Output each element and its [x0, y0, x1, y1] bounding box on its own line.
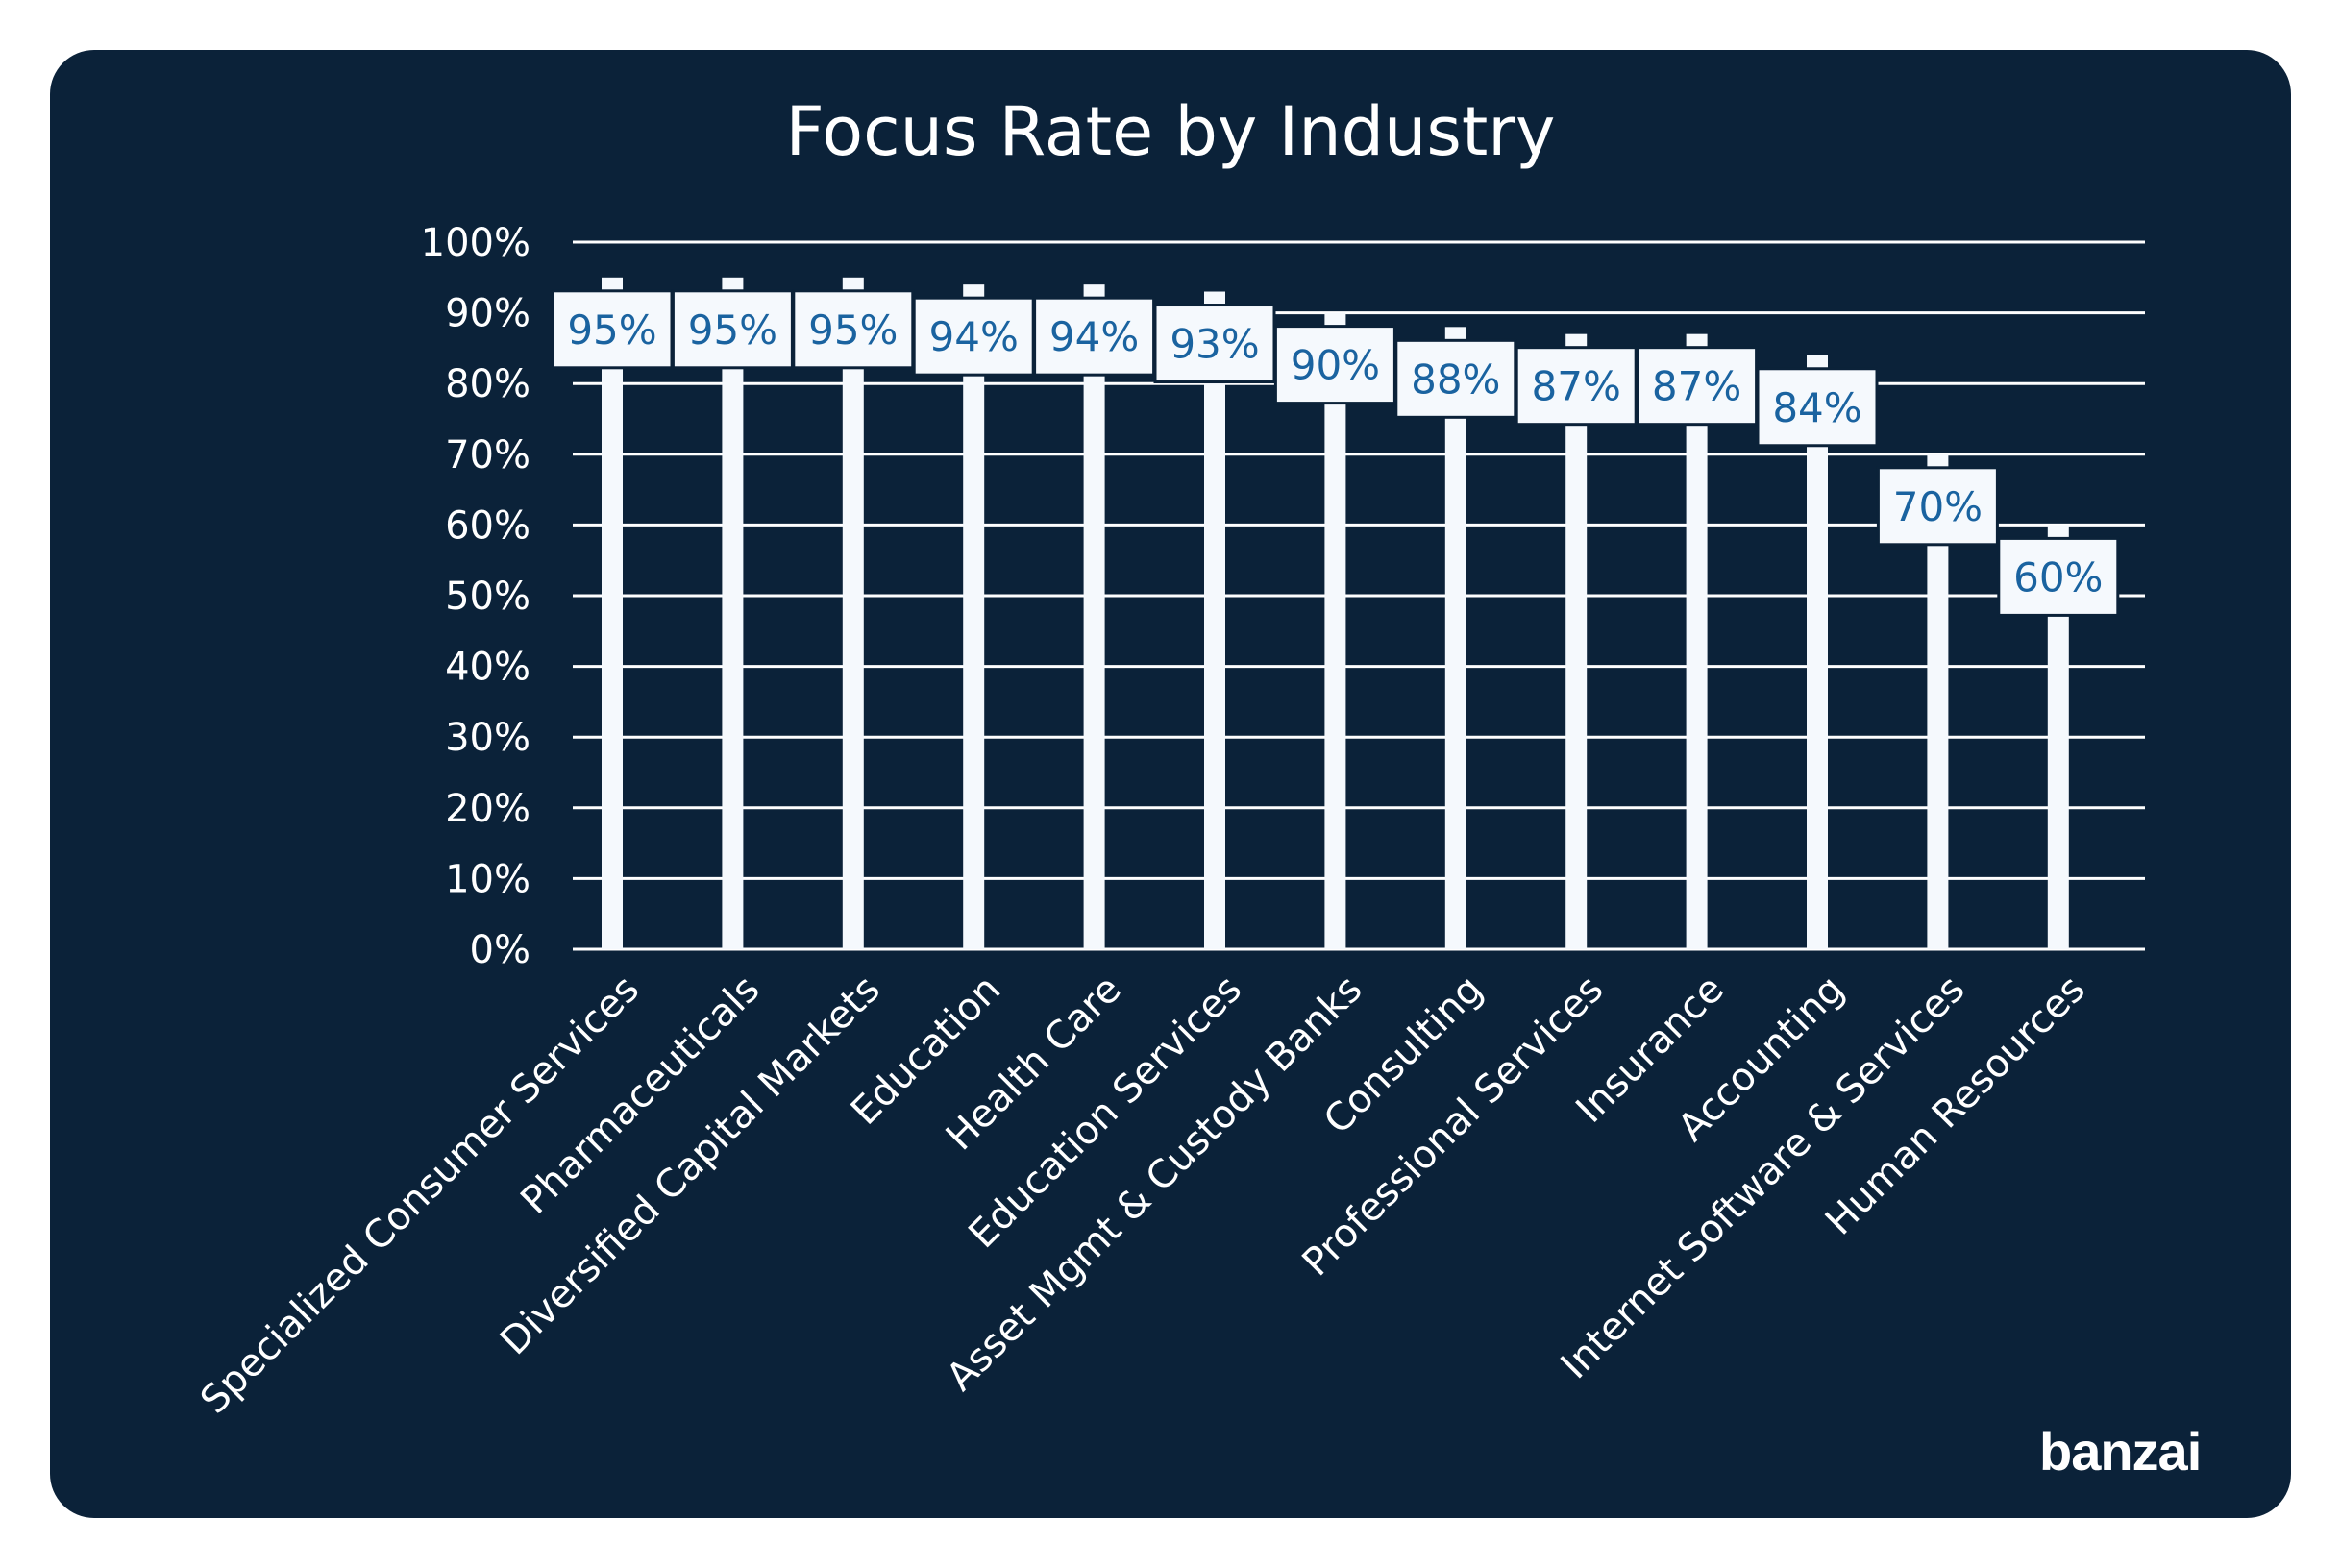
- chart-title: Focus Rate by Industry: [785, 92, 1556, 171]
- data-label-box: [1153, 304, 1276, 384]
- y-tick-label: 60%: [445, 503, 530, 548]
- chart-panel: [50, 50, 2291, 1518]
- bar: [2047, 525, 2069, 949]
- y-tick-label: 100%: [421, 221, 530, 265]
- bar: [1204, 291, 1225, 949]
- data-label: 84%: [1772, 384, 1861, 431]
- data-label-box: [792, 289, 915, 370]
- y-tick-label: 40%: [445, 646, 530, 690]
- y-tick-label: 80%: [445, 362, 530, 406]
- data-label-box: [1515, 346, 1638, 427]
- data-label-box: [912, 296, 1035, 377]
- bar: [602, 277, 623, 949]
- banzai-logo: banzai: [2039, 1421, 2202, 1482]
- data-label: 60%: [2013, 553, 2103, 600]
- y-tick-label: 90%: [445, 292, 530, 336]
- bar: [1927, 453, 1949, 949]
- y-tick-label: 70%: [445, 433, 530, 478]
- data-label-box: [1273, 325, 1396, 405]
- bar: [1324, 312, 1346, 950]
- data-label: 70%: [1893, 483, 1983, 530]
- data-label: 95%: [808, 306, 898, 354]
- bar: [1807, 355, 1828, 949]
- data-label: 95%: [688, 306, 777, 354]
- bar: [1686, 333, 1708, 949]
- y-tick-label: 30%: [445, 716, 530, 760]
- data-label-box: [1997, 536, 2120, 617]
- data-label: 90%: [1291, 342, 1380, 389]
- data-label-box: [1756, 367, 1879, 448]
- category-label: Specialized Consumer Services: [192, 968, 648, 1423]
- data-label-box: [551, 289, 674, 370]
- bar: [1083, 284, 1105, 949]
- bar: [1444, 327, 1466, 949]
- data-label: 87%: [1532, 363, 1621, 410]
- y-tick-label: 20%: [445, 787, 530, 831]
- data-label: 94%: [929, 313, 1019, 360]
- bar: [722, 277, 744, 949]
- data-label: 88%: [1411, 355, 1500, 403]
- data-label: 94%: [1049, 313, 1139, 360]
- y-tick-label: 0%: [470, 928, 530, 972]
- y-tick-label: 10%: [445, 857, 530, 901]
- y-tick-label: 50%: [445, 575, 530, 619]
- data-label-box: [1876, 466, 1999, 547]
- data-label: 93%: [1170, 321, 1259, 368]
- bar: [1565, 333, 1588, 949]
- bar: [963, 284, 985, 949]
- bar: [842, 277, 864, 949]
- data-label: 95%: [567, 306, 656, 354]
- data-label: 87%: [1652, 363, 1741, 410]
